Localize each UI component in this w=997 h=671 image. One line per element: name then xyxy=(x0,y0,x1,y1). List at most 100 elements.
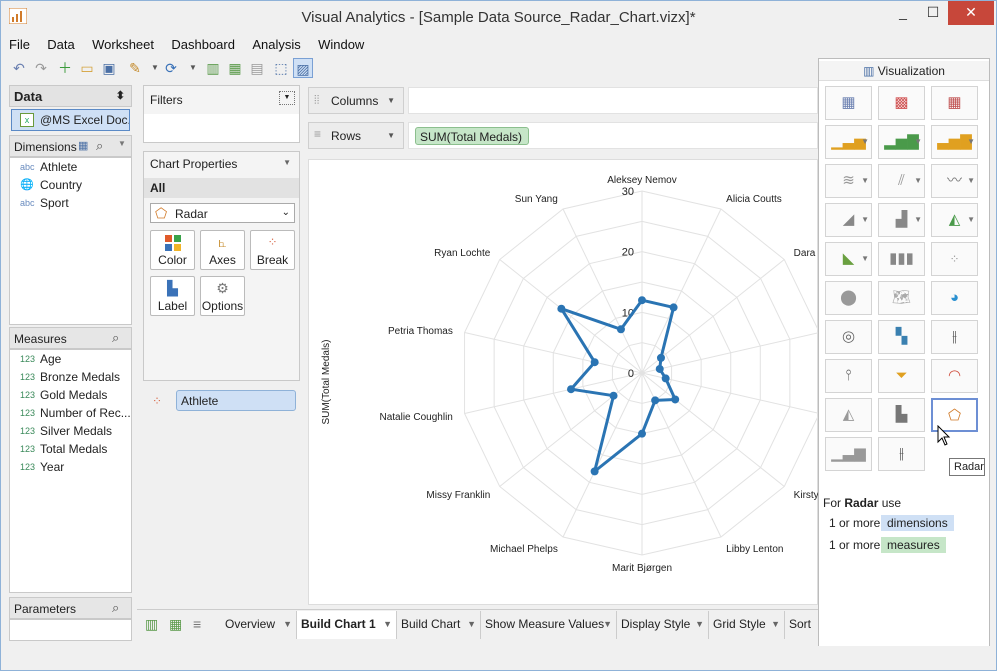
add-dashboard-icon[interactable]: ▦ xyxy=(169,616,183,632)
data-source-item[interactable]: x @MS Excel Doc... xyxy=(11,109,130,131)
viz-area-icon[interactable]: ◢ ▼ xyxy=(825,203,872,237)
menu-worksheet[interactable]: Worksheet xyxy=(92,37,155,52)
chevron-down-icon[interactable]: ▼ xyxy=(279,91,295,105)
menu-file[interactable]: File xyxy=(9,37,30,52)
list-item[interactable]: 123 Bronze Medals xyxy=(10,368,131,386)
label-button[interactable]: ▙ Label xyxy=(150,276,195,316)
viz-table-icon[interactable]: ▦ xyxy=(825,86,872,120)
tab-display-style[interactable]: Display Style ▼ xyxy=(617,611,709,639)
list-item[interactable]: 123 Total Medals xyxy=(10,440,131,458)
viz-funnel-icon[interactable]: ⏷ xyxy=(878,359,925,393)
viz-gauge-icon[interactable]: ◠ xyxy=(931,359,978,393)
menu-analysis[interactable]: Analysis xyxy=(252,37,301,52)
minimize-button[interactable]: _ xyxy=(899,4,907,20)
color-field-pill[interactable]: Athlete xyxy=(176,390,296,411)
chart-properties-title: Chart Properties xyxy=(150,157,238,171)
filters-shelf[interactable]: Filters ▼ xyxy=(143,85,300,143)
rows-drop-zone[interactable]: SUM(Total Medals) xyxy=(408,122,818,149)
hierarchy-icon[interactable]: ▦ xyxy=(78,140,89,152)
list-item[interactable]: abc Athlete xyxy=(10,158,131,176)
scope-all[interactable]: All xyxy=(144,178,299,198)
chart-type-select[interactable]: ⬠ Radar ⌄ xyxy=(150,203,295,223)
viz-stacked-bar-icon[interactable]: ▃▅▇ ▼ xyxy=(931,125,978,159)
tab-overview[interactable]: Overview ▼ xyxy=(221,611,297,639)
viz-bubble-icon[interactable]: ⬤ xyxy=(825,281,872,315)
chevron-down-icon[interactable]: ▼ xyxy=(118,139,126,148)
tab-show-measure-values[interactable]: Show Measure Values ▼ xyxy=(481,611,617,639)
viz-step-area-icon[interactable]: ▟ ▼ xyxy=(878,203,925,237)
tab-sort[interactable]: Sort xyxy=(785,611,818,639)
list-item[interactable]: 123 Age xyxy=(10,350,131,368)
chevron-down-icon[interactable]: ▼ xyxy=(387,131,395,140)
undo-icon[interactable]: ↶ xyxy=(13,60,25,76)
menu-data[interactable]: Data xyxy=(47,37,75,52)
viz-multi-line-icon[interactable]: ⫽ ▼ xyxy=(878,164,925,198)
viz-scatter-icon[interactable]: ⁘ xyxy=(931,242,978,276)
clean-icon[interactable]: ✎ xyxy=(129,60,141,76)
menu-window[interactable]: Window xyxy=(318,37,365,52)
viz-donut-icon[interactable]: ◎ xyxy=(825,320,872,354)
list-item[interactable]: 123 Number of Rec... xyxy=(10,404,131,422)
tab-build-chart[interactable]: Build Chart ▼ xyxy=(397,611,481,639)
save-icon[interactable]: ▣ xyxy=(102,60,116,76)
open-folder-icon[interactable]: ▭ xyxy=(80,60,94,76)
close-button[interactable]: ✕ xyxy=(948,1,994,25)
maximize-button[interactable]: ☐ xyxy=(926,4,940,20)
add-chart-icon[interactable]: ▥ xyxy=(206,60,220,76)
chevron-down-icon[interactable]: ▼ xyxy=(387,96,395,105)
viz-highlight-table-icon[interactable]: ▦ xyxy=(931,86,978,120)
viz-waterfall-icon[interactable]: ▙ xyxy=(878,398,925,432)
refresh-icon[interactable]: ⟳ xyxy=(165,60,177,76)
viz-histogram-icon[interactable]: ▮▮▮ xyxy=(878,242,925,276)
viz-pie-icon[interactable]: ◕ xyxy=(931,281,978,315)
search-icon[interactable]: ⌕ xyxy=(112,600,120,615)
axes-button[interactable]: ⦜ Axes xyxy=(200,230,245,270)
columns-drop-zone[interactable] xyxy=(408,87,818,114)
viz-dual-line-icon[interactable]: 〰 ▼ xyxy=(931,164,978,198)
chevron-down-icon[interactable]: ▼ xyxy=(283,158,291,167)
viz-map-icon[interactable]: 🗺 xyxy=(878,281,925,315)
viz-mountain-icon[interactable]: ◭ xyxy=(825,398,872,432)
viz-stacked-area-icon[interactable]: ◭ ▼ xyxy=(931,203,978,237)
color-button[interactable]: Color xyxy=(150,230,195,270)
add-sheet-icon[interactable]: ▦ xyxy=(228,60,242,76)
chevron-down-icon[interactable]: ▼ xyxy=(189,63,197,72)
tab-label: Build Chart xyxy=(401,617,461,631)
new-icon[interactable]: ＋ xyxy=(58,60,72,76)
add-chart-icon[interactable]: ▥ xyxy=(145,616,159,632)
chart-icon[interactable]: ▤ xyxy=(250,60,264,76)
viz-bar-icon[interactable]: ▁▃▅ ▼ xyxy=(825,125,872,159)
viz-ohlc-icon[interactable]: ⫯ xyxy=(825,359,872,393)
viz-line-icon[interactable]: ≋ ▼ xyxy=(825,164,872,198)
viz-column-icon[interactable]: ▁▃▆ xyxy=(825,437,872,471)
viz-box-plot-icon[interactable]: ⫲ xyxy=(931,320,978,354)
list-item[interactable]: 🌐 Country xyxy=(10,176,131,194)
tab-grid-style[interactable]: Grid Style ▼ xyxy=(709,611,785,639)
parameters-title: Parameters xyxy=(14,602,77,616)
search-icon[interactable]: ⌕ xyxy=(112,330,120,345)
requirements-prefix: For xyxy=(823,496,845,510)
menu-dashboard[interactable]: Dashboard xyxy=(171,37,235,52)
columns-shelf-label[interactable]: ⦙⦙ Columns ▼ xyxy=(308,87,404,114)
break-button[interactable]: ⁘ Break xyxy=(250,230,295,270)
list-item[interactable]: abc Sport xyxy=(10,194,131,212)
viz-heatmap-icon[interactable]: ▩ xyxy=(878,86,925,120)
viz-grouped-bar-icon[interactable]: ▂▅▇ ▼ xyxy=(878,125,925,159)
viz-percent-area-icon[interactable]: ◣ ▼ xyxy=(825,242,872,276)
redo-icon[interactable]: ↷ xyxy=(35,60,47,76)
sort-icon[interactable]: ⬍ xyxy=(115,90,125,102)
tab-build-chart-1[interactable]: Build Chart 1 ▼ xyxy=(297,611,397,639)
viz-treemap-icon[interactable]: ▚ xyxy=(878,320,925,354)
show-visualization-icon[interactable]: ▨ xyxy=(293,58,313,78)
chevron-down-icon[interactable]: ▼ xyxy=(151,63,159,72)
search-icon[interactable]: ⌕ xyxy=(96,138,104,153)
list-item[interactable]: 123 Year xyxy=(10,458,131,476)
rows-pill[interactable]: SUM(Total Medals) xyxy=(415,127,529,145)
viz-candlestick-icon[interactable]: ⫲ xyxy=(878,437,925,471)
list-icon[interactable]: ≡ xyxy=(193,616,202,632)
options-button[interactable]: ⚙ Options xyxy=(200,276,245,316)
select-icon[interactable]: ⬚ xyxy=(274,60,288,76)
list-item[interactable]: 123 Gold Medals xyxy=(10,386,131,404)
rows-shelf-label[interactable]: ≡ Rows ▼ xyxy=(308,122,404,149)
list-item[interactable]: 123 Silver Medals xyxy=(10,422,131,440)
